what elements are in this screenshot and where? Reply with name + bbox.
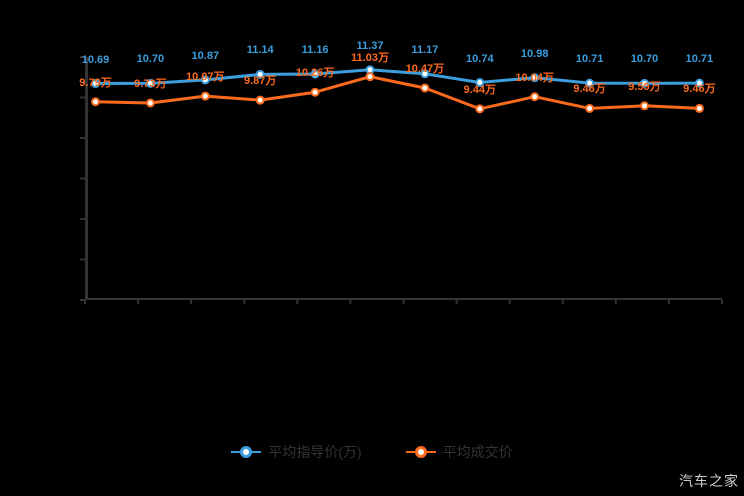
- data-label: 9.46万: [683, 83, 716, 96]
- chart-legend: 平均指导价(万) 平均成交价: [0, 442, 744, 462]
- data-label: 9.44万: [463, 83, 497, 96]
- data-label: 10.07万: [186, 71, 225, 84]
- legend-label-guide-price: 平均指导价(万): [268, 444, 362, 460]
- data-label: 11.14: [246, 44, 274, 57]
- legend-item-transaction-price: 平均成交价: [405, 442, 513, 462]
- autohome-watermark: 汽车之家: [679, 473, 739, 489]
- data-label: 9.46万: [573, 83, 606, 96]
- data-label: 9.73万: [134, 77, 167, 90]
- legend-label-transaction-price: 平均成交价: [442, 444, 513, 460]
- data-label: 11.37: [356, 39, 384, 52]
- data-label: 10.69: [81, 53, 110, 66]
- data-label: 10.70: [630, 53, 659, 66]
- blue-line-marker-icon: [231, 446, 262, 458]
- data-label: 9.59万: [628, 80, 661, 93]
- data-label: 10.47万: [405, 62, 445, 75]
- data-label: 11.17: [411, 43, 439, 56]
- data-label: 10.26万: [295, 67, 335, 80]
- data-label: 10.71: [575, 53, 604, 66]
- data-label: 10.04万: [515, 71, 554, 84]
- data-label: 10.71: [685, 53, 714, 66]
- orange-line-marker-icon: [405, 446, 436, 458]
- legend-item-guide-price: 平均指导价(万): [231, 442, 362, 462]
- data-label: 10.74: [466, 52, 494, 65]
- data-label: 9.79万: [79, 76, 112, 89]
- data-label: 9.87万: [243, 75, 277, 88]
- data-label: 10.98: [520, 47, 549, 60]
- data-label: 10.70: [136, 53, 165, 66]
- data-label: 11.03万: [351, 51, 389, 64]
- data-label: 10.87: [191, 49, 220, 62]
- data-label: 11.16: [301, 44, 329, 56]
